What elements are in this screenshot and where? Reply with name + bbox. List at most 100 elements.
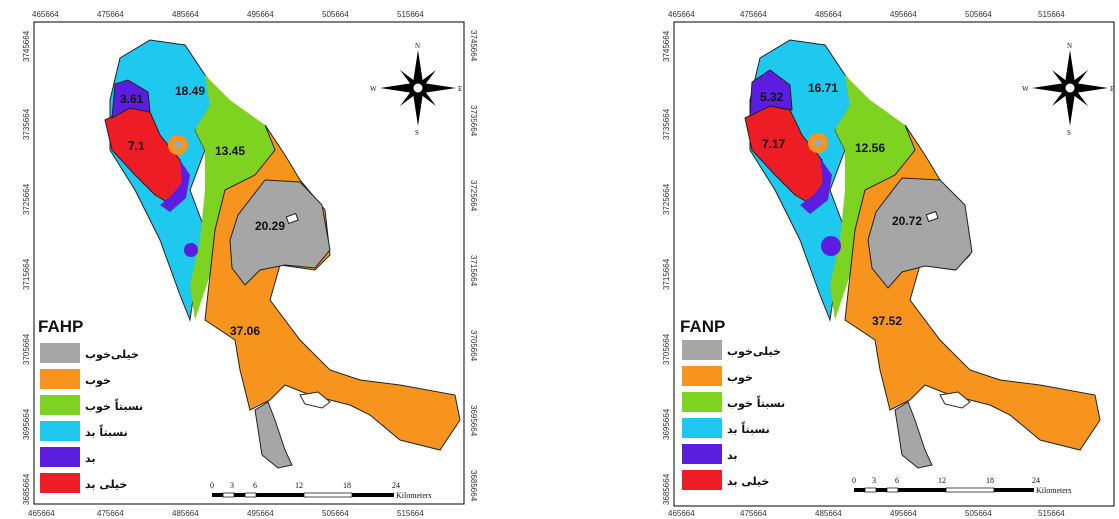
y-tick: 3695664 (469, 405, 478, 437)
x-tick: 475664 (740, 10, 767, 19)
legend-label: نسبتاً خوب (85, 398, 143, 413)
y-tick: 3725664 (662, 183, 671, 215)
legend-label: بد (727, 449, 737, 462)
legend-label: نسبتاً بد (727, 421, 770, 436)
scale-unit: Kilometers (1036, 486, 1072, 495)
x-tick: 465664 (28, 509, 55, 518)
zone-relatively-good (190, 75, 275, 320)
x-tick: 475664 (97, 10, 124, 19)
y-tick: 3715664 (662, 258, 671, 290)
x-axis-bottom: 465664 475664 485664 495664 505664 51566… (668, 509, 1065, 518)
x-tick: 465664 (668, 509, 695, 518)
zone-label-relatively-good: 13.45 (215, 144, 245, 158)
legend-swatch (682, 444, 722, 464)
legend-swatch (682, 418, 722, 438)
zone-relatively-good (830, 75, 915, 320)
legend: FAHP خیلی‌خوب خوب نسبتاً خوب نسبتاً بد ب… (38, 317, 143, 493)
svg-text:S: S (1067, 129, 1071, 137)
x-axis-bottom: 465664 475664 485664 495664 505664 51566… (28, 509, 424, 518)
svg-text:E: E (458, 85, 462, 93)
x-tick: 505664 (965, 509, 992, 518)
legend-label: نسبتاً بد (85, 424, 128, 439)
y-tick: 3715664 (22, 258, 31, 290)
y-tick: 3725664 (469, 180, 478, 212)
y-tick: 3745664 (662, 30, 671, 62)
svg-text:0: 0 (210, 481, 214, 490)
map-panel-fanp: 465664 475664 485664 495664 505664 51566… (640, 0, 1119, 519)
legend-label: خوب (727, 371, 753, 384)
x-tick: 515664 (397, 509, 424, 518)
svg-text:24: 24 (392, 481, 400, 490)
scale-bar: 0 3 6 12 18 24 Kilometers (852, 476, 1072, 495)
x-tick: 485664 (172, 10, 199, 19)
svg-text:6: 6 (253, 481, 257, 490)
zone-bad (800, 158, 832, 214)
legend-swatch (682, 340, 722, 360)
zone-very-good (229, 179, 331, 286)
svg-text:6: 6 (895, 476, 899, 485)
y-tick: 3685664 (22, 473, 31, 505)
svg-text:N: N (415, 42, 420, 50)
svg-text:18: 18 (343, 481, 351, 490)
legend-swatch (40, 421, 80, 441)
zone-label-very-good: 20.72 (892, 214, 922, 228)
x-tick: 485664 (815, 509, 842, 518)
x-tick: 465664 (32, 10, 59, 19)
x-axis-top: 465664 475664 485664 495664 505664 51566… (32, 10, 424, 19)
legend-swatch (682, 470, 722, 490)
legend-label: خیلی‌خوب (727, 345, 781, 358)
zone-labels: 18.49 3.61 7.1 13.45 20.29 37.06 (120, 84, 285, 338)
legend-swatch (40, 369, 80, 389)
svg-text:12: 12 (295, 481, 303, 490)
zone-map (104, 39, 461, 469)
legend-swatch (40, 395, 80, 415)
zone-bad (111, 79, 151, 119)
y-axis-left: 3745664 3735664 3725664 3715664 3705664 … (22, 30, 31, 505)
y-tick: 3705664 (22, 333, 31, 365)
legend-swatch (682, 392, 722, 412)
scale-unit: Kilometers (396, 491, 432, 500)
x-tick: 475664 (740, 509, 767, 518)
svg-text:E: E (1110, 85, 1114, 93)
x-tick: 485664 (172, 509, 199, 518)
zone-label-relatively-bad: 16.71 (808, 81, 838, 95)
legend-label: بد (85, 452, 95, 465)
x-tick: 485664 (815, 10, 842, 19)
y-tick: 3735664 (662, 108, 671, 140)
x-tick: 465664 (668, 10, 695, 19)
zone-labels: 16.71 5.32 7.17 12.56 20.72 37.52 (760, 81, 922, 328)
zone-label-very-bad: 7.1 (128, 139, 145, 153)
zone-label-very-good: 20.29 (255, 219, 285, 233)
y-tick: 3685664 (469, 470, 478, 502)
x-tick: 495664 (247, 10, 274, 19)
y-tick: 3735664 (22, 108, 31, 140)
y-tick: 3705664 (469, 330, 478, 362)
svg-text:N: N (1067, 42, 1072, 50)
zone-label-bad: 3.61 (120, 92, 144, 106)
legend-label: خیلی‌خوب (85, 348, 139, 361)
x-tick: 505664 (322, 10, 349, 19)
svg-text:0: 0 (852, 476, 856, 485)
y-tick: 3695664 (662, 408, 671, 440)
zone-label-good: 37.52 (872, 314, 902, 328)
x-tick: 495664 (890, 10, 917, 19)
legend: FANP خیلی‌خوب خوب نسبتاً خوب نسبتاً بد ب… (680, 317, 785, 490)
svg-text:S: S (415, 129, 419, 137)
svg-text:18: 18 (986, 476, 994, 485)
y-tick: 3705664 (662, 333, 671, 365)
svg-text:12: 12 (938, 476, 946, 485)
y-tick: 3695664 (22, 408, 31, 440)
legend-swatch (40, 473, 80, 493)
y-tick: 3745664 (22, 30, 31, 62)
x-tick: 475664 (97, 509, 124, 518)
svg-text:3: 3 (230, 481, 234, 490)
y-tick: 3715664 (469, 255, 478, 287)
x-tick: 495664 (247, 509, 274, 518)
y-tick: 3735664 (469, 105, 478, 137)
zone-map (744, 39, 1101, 469)
x-tick: 495664 (890, 509, 917, 518)
legend-title: FAHP (38, 317, 83, 336)
legend-swatch (40, 447, 80, 467)
y-tick: 3745664 (469, 30, 478, 62)
map-panel-fahp: 465664 475664 485664 495664 505664 51566… (0, 0, 500, 519)
